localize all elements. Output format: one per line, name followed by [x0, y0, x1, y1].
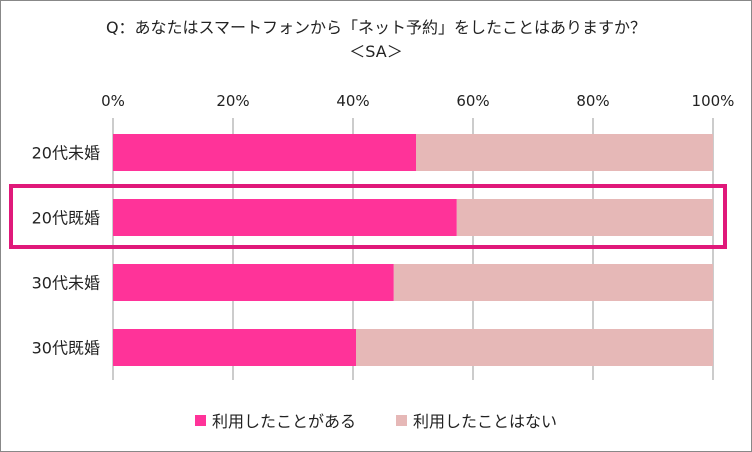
- x-tick-label: 60%: [456, 92, 489, 110]
- chart-subtitle: ＜SA＞: [349, 42, 403, 61]
- category-label: 20代既婚: [32, 209, 100, 228]
- bar-not-used: [456, 199, 713, 236]
- bar-not-used: [416, 134, 713, 171]
- category-label: 30代未婚: [32, 274, 100, 293]
- bar-used: [113, 329, 356, 366]
- category-label: 20代未婚: [32, 144, 100, 163]
- bar-used: [113, 199, 457, 236]
- legend: 利用したことがある 利用したことはない: [0, 408, 752, 432]
- legend-item-not-used: 利用したことはない: [396, 408, 557, 432]
- x-tick-label: 80%: [576, 92, 609, 110]
- legend-label: 利用したことがある: [211, 412, 356, 431]
- x-tick-label: 0%: [101, 92, 125, 110]
- legend-label: 利用したことはない: [413, 412, 558, 431]
- chart-title: Q：あなたはスマートフォンから「ネット予約」をしたことはありますか？: [105, 18, 647, 37]
- legend-swatch: [396, 414, 407, 426]
- x-tick-label: 100%: [692, 92, 735, 110]
- highlight-box: [9, 184, 727, 249]
- x-tick-label: 20%: [216, 92, 249, 110]
- legend-item-used: 利用したことがある: [194, 408, 356, 432]
- x-tick-label: 40%: [336, 92, 369, 110]
- bar-used: [113, 134, 416, 171]
- legend-swatch: [194, 414, 206, 426]
- bar-used: [113, 264, 394, 301]
- bar-not-used: [393, 264, 713, 301]
- category-label: 30代既婚: [32, 339, 100, 358]
- bar-not-used: [356, 329, 713, 366]
